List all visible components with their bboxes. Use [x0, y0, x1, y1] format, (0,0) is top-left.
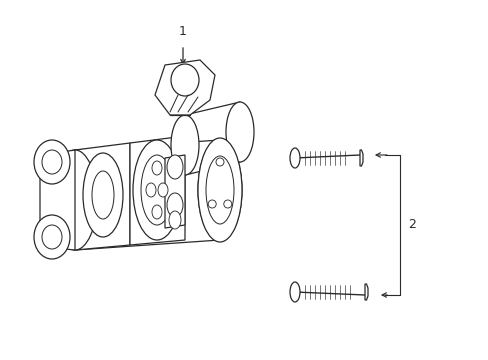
- Ellipse shape: [152, 161, 162, 175]
- Ellipse shape: [133, 140, 181, 240]
- Text: 2: 2: [407, 219, 415, 231]
- Ellipse shape: [152, 205, 162, 219]
- Text: 1: 1: [179, 25, 186, 38]
- Polygon shape: [359, 150, 362, 166]
- Ellipse shape: [83, 153, 123, 237]
- Ellipse shape: [92, 171, 114, 219]
- Polygon shape: [164, 155, 184, 228]
- Ellipse shape: [216, 158, 224, 166]
- Ellipse shape: [171, 115, 199, 175]
- Ellipse shape: [198, 140, 242, 240]
- Ellipse shape: [167, 155, 183, 179]
- Ellipse shape: [146, 183, 156, 197]
- Ellipse shape: [53, 150, 97, 250]
- Polygon shape: [130, 136, 184, 245]
- Ellipse shape: [225, 102, 253, 162]
- Ellipse shape: [289, 148, 299, 168]
- Ellipse shape: [169, 211, 181, 229]
- Ellipse shape: [205, 156, 234, 224]
- Polygon shape: [155, 60, 215, 115]
- Polygon shape: [75, 143, 130, 250]
- Ellipse shape: [208, 200, 216, 208]
- Ellipse shape: [141, 155, 173, 225]
- Ellipse shape: [198, 138, 242, 242]
- Ellipse shape: [34, 140, 70, 184]
- Ellipse shape: [167, 193, 183, 217]
- Ellipse shape: [34, 215, 70, 259]
- Ellipse shape: [171, 64, 199, 96]
- Polygon shape: [40, 150, 75, 250]
- Ellipse shape: [289, 282, 299, 302]
- Ellipse shape: [224, 200, 231, 208]
- Polygon shape: [364, 284, 367, 300]
- Ellipse shape: [158, 183, 168, 197]
